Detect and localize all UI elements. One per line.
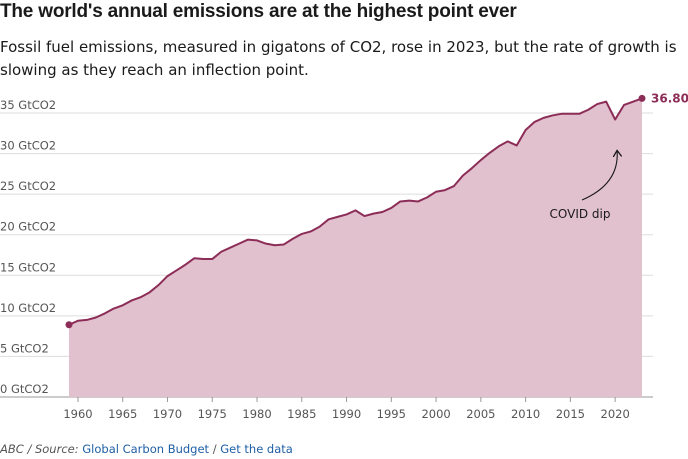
chart-subtitle: Fossil fuel emissions, measured in gigat… [0, 38, 677, 79]
x-tick-label: 2005 [466, 407, 495, 421]
y-tick-label: 10 GtCO2 [0, 301, 56, 315]
y-tick-label: 20 GtCO2 [0, 220, 56, 234]
x-tick-label: 2015 [556, 407, 585, 421]
x-tick-label: 2020 [601, 407, 630, 421]
x-tick-label: 1985 [287, 407, 316, 421]
end-point-dot [638, 94, 646, 102]
x-tick-label: 2010 [511, 407, 540, 421]
source-link[interactable]: Global Carbon Budget [82, 442, 210, 456]
x-tick-label: 2000 [421, 407, 450, 421]
start-point-dot [65, 321, 73, 329]
x-tick-label: 1995 [377, 407, 406, 421]
y-tick-label: 25 GtCO2 [0, 179, 56, 193]
y-tick-label: 35 GtCO2 [0, 98, 56, 112]
x-tick-label: 1965 [108, 407, 137, 421]
source-footer: ABC / Source: Global Carbon Budget / Get… [0, 442, 293, 456]
x-tick-label: 1975 [198, 407, 227, 421]
chart-title: The world's annual emissions are at the … [0, 1, 517, 22]
x-tick-label: 1960 [63, 407, 92, 421]
end-value-label: 36.80 [651, 91, 688, 105]
emissions-area-chart: 0 GtCO2 5 GtCO2 10 GtCO2 15 GtCO2 20 GtCO2 25… [0, 91, 688, 421]
get-data-link[interactable]: Get the data [220, 442, 293, 456]
emissions-line [68, 97, 643, 326]
y-tick-label: 15 GtCO2 [0, 260, 56, 274]
x-tick-label: 1970 [153, 407, 182, 421]
y-tick-label: 30 GtCO2 [0, 139, 56, 153]
covid-annotation: COVID dip [550, 207, 611, 221]
y-tick-label: 0 GtCO2 [0, 382, 49, 396]
x-tick-label: 1990 [332, 407, 361, 421]
credit-text: ABC / Source: [0, 442, 83, 456]
covid-arrow [581, 151, 617, 201]
footer-separator: / [209, 442, 221, 456]
emissions-area [69, 98, 642, 397]
y-tick-label: 5 GtCO2 [0, 341, 49, 355]
x-tick-label: 1980 [242, 407, 271, 421]
